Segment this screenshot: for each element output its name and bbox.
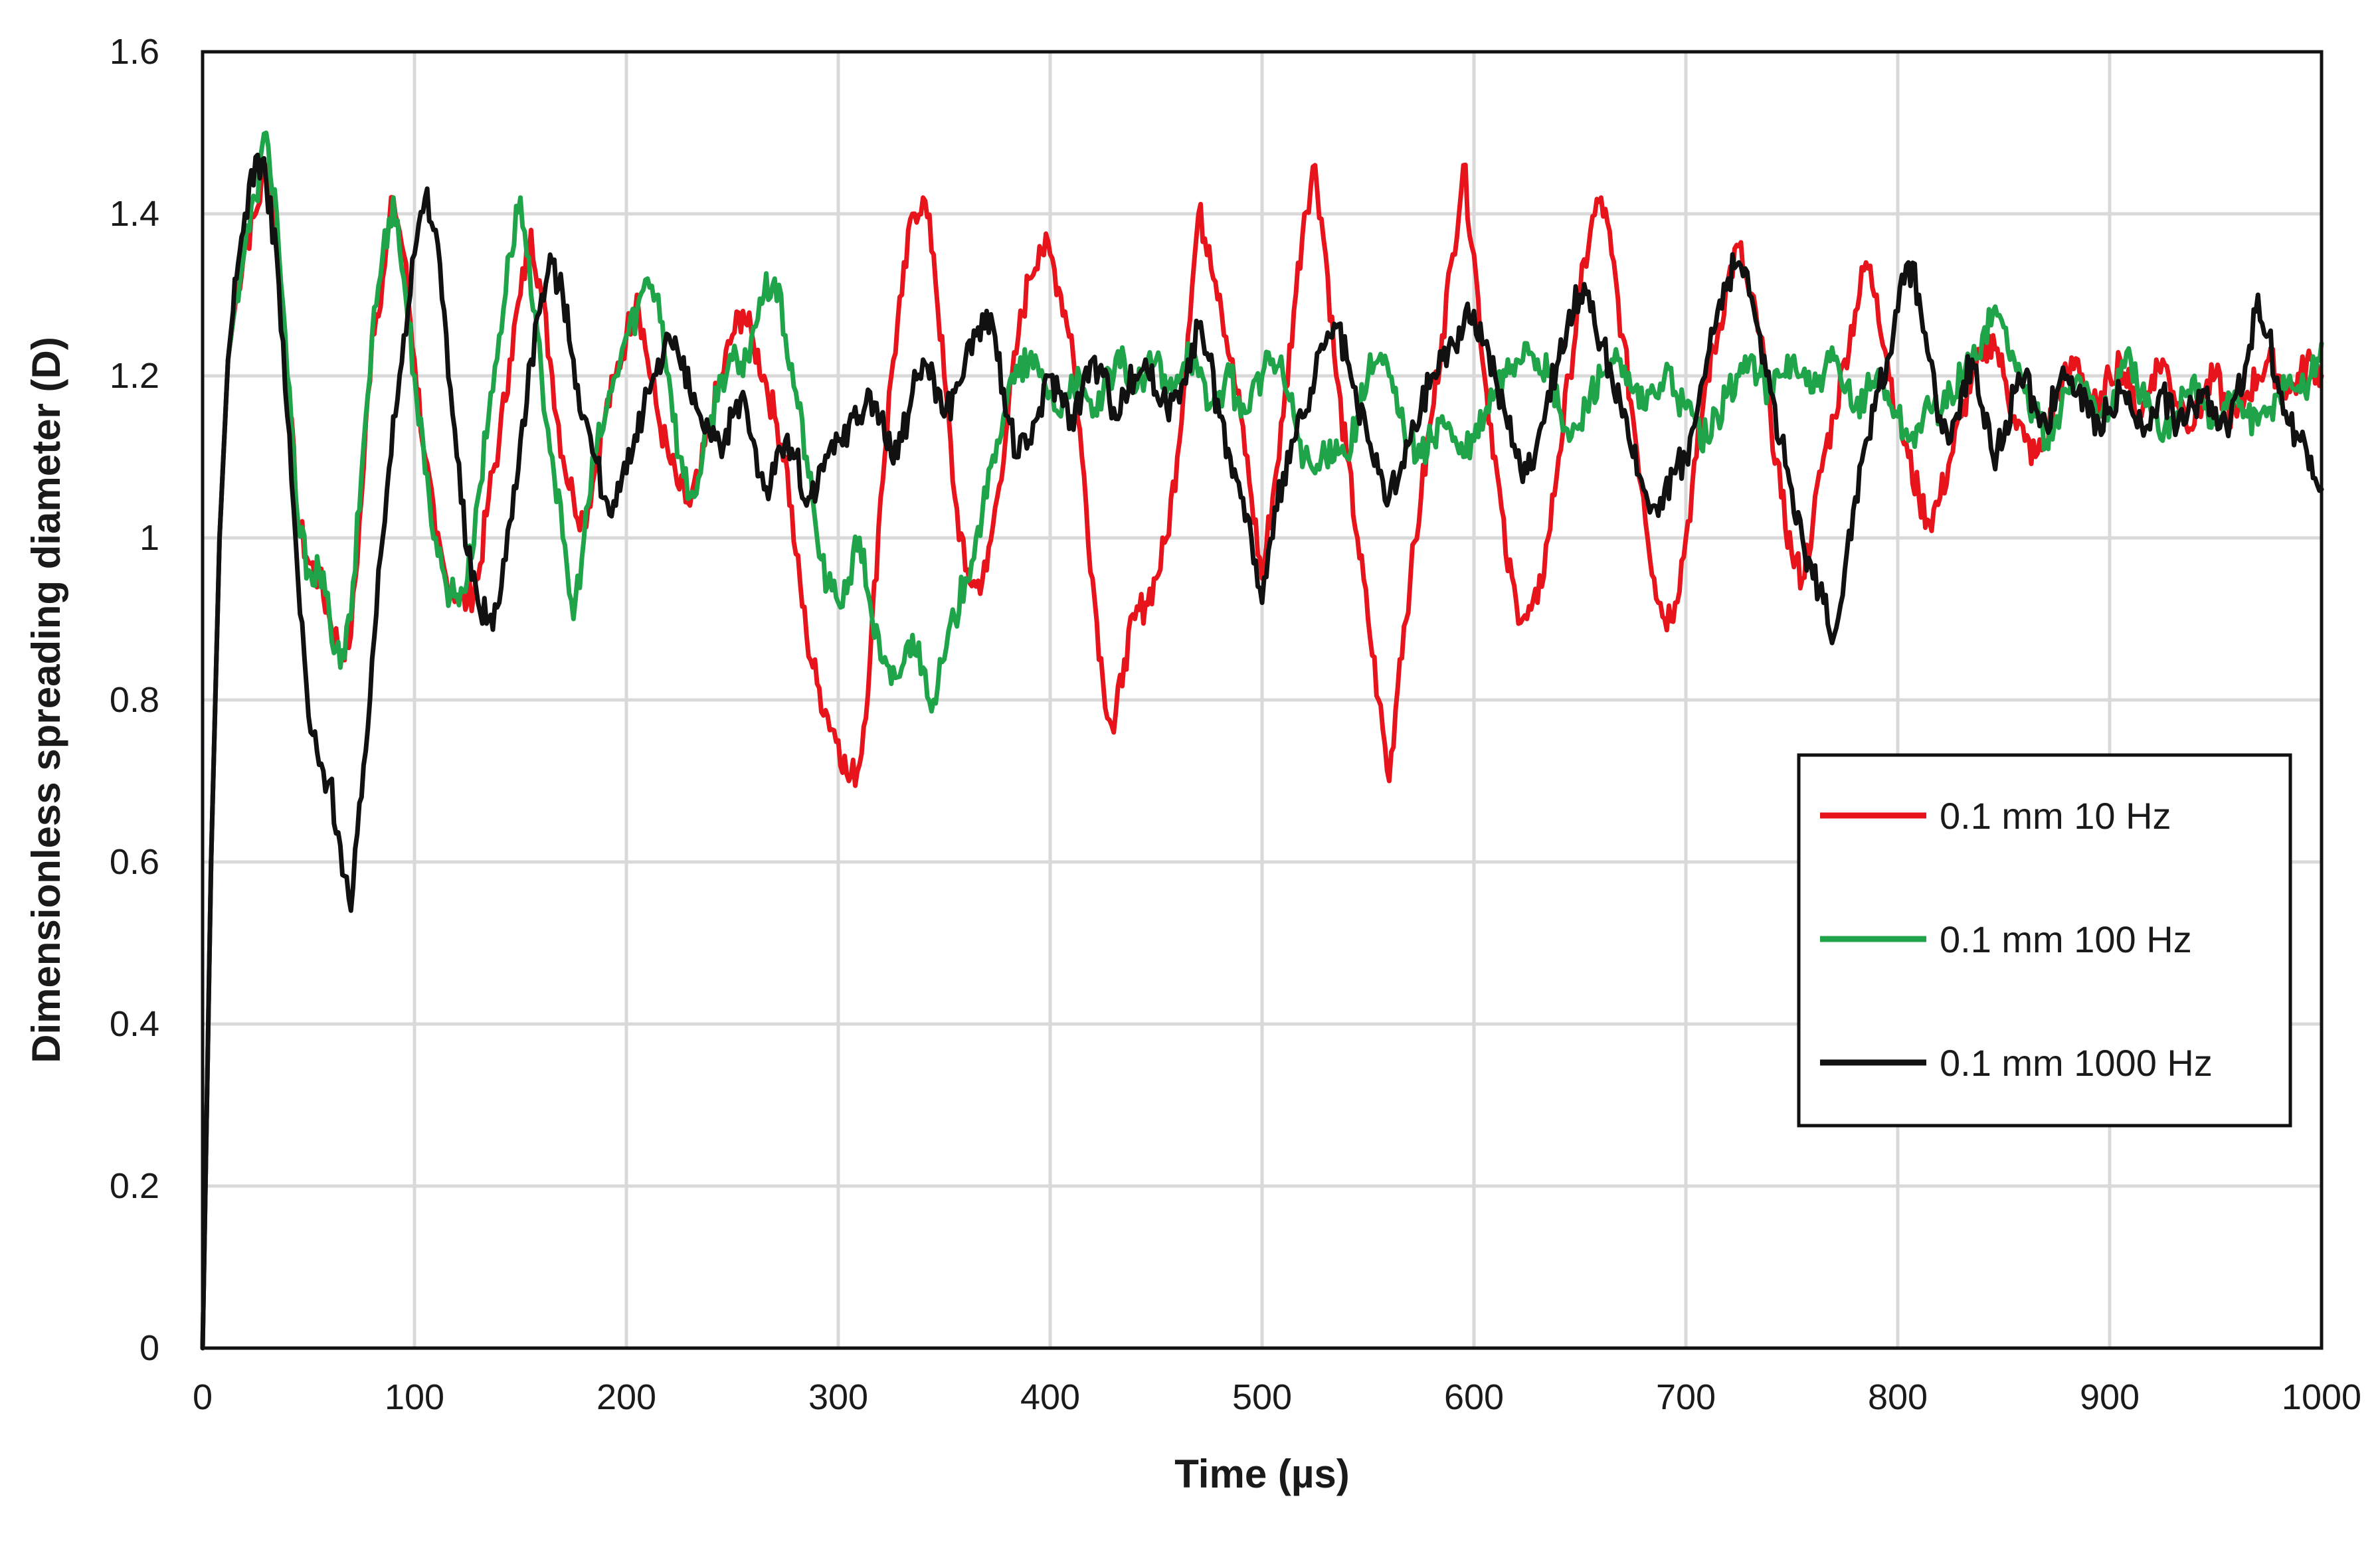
x-tick-label: 200 (596, 1377, 656, 1417)
x-tick-label: 100 (385, 1377, 444, 1417)
legend-label-1: 0.1 mm 10 Hz (1940, 795, 2171, 837)
x-tick-label: 600 (1444, 1377, 1504, 1417)
legend: 0.1 mm 10 Hz 0.1 mm 100 Hz 0.1 mm 1000 Hz (1797, 753, 2292, 1128)
y-tick-label: 0.6 (110, 842, 159, 882)
x-axis-title: Time (µs) (1174, 1452, 1350, 1496)
y-tick-label: 0 (139, 1328, 159, 1368)
y-tick-label: 0.2 (110, 1166, 159, 1206)
y-tick-label: 1.2 (110, 356, 159, 396)
legend-label-2: 0.1 mm 100 Hz (1940, 918, 2192, 960)
series-lines (200, 130, 2324, 1351)
x-tick-label: 1000 (2282, 1377, 2361, 1417)
series-line-1 (200, 162, 2324, 1351)
plot-area-border (201, 50, 2324, 1350)
y-axis-title: Dimensionless spreading diameter (D) (24, 337, 68, 1063)
series-line-3 (200, 152, 2324, 1351)
y-tick-label: 0.4 (110, 1004, 159, 1044)
y-tick-label: 0.8 (110, 680, 159, 720)
legend-label-3: 0.1 mm 1000 Hz (1940, 1042, 2213, 1084)
x-tick-label: 800 (1868, 1377, 1928, 1417)
x-tick-label: 700 (1656, 1377, 1716, 1417)
x-tick-label: 400 (1020, 1377, 1080, 1417)
x-tick-label: 900 (2080, 1377, 2140, 1417)
y-tick-label: 1.4 (110, 194, 159, 234)
x-tick-label: 0 (193, 1377, 213, 1417)
tick-labels: 0 100 200 300 400 500 600 700 800 900 1000 0 0.2 0.4 0… (110, 32, 2361, 1417)
y-tick-label: 1.6 (110, 32, 159, 72)
legend-items: 0.1 mm 10 Hz 0.1 mm 100 Hz 0.1 mm 1000 Hz (1820, 795, 2213, 1084)
x-tick-label: 300 (808, 1377, 868, 1417)
x-tick-label: 500 (1232, 1377, 1292, 1417)
y-tick-label: 1 (139, 518, 159, 558)
